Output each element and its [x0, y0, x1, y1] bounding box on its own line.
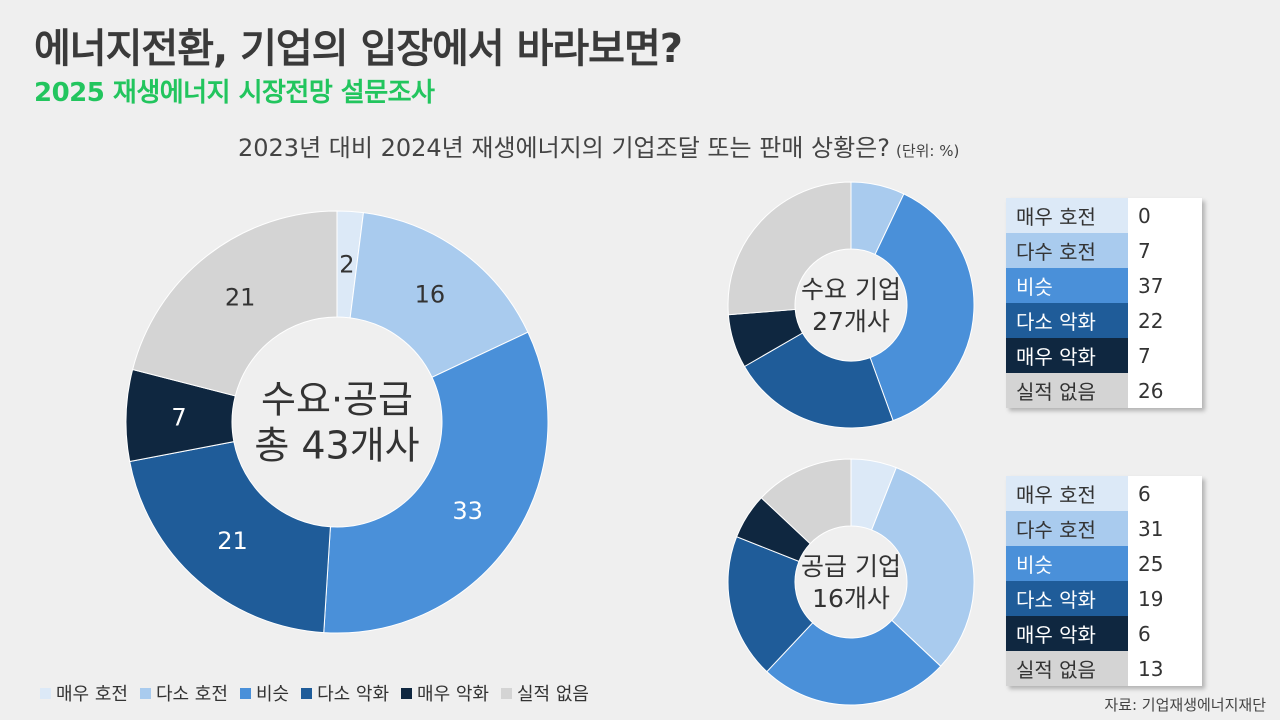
center-label-0: 수요·공급: [261, 377, 413, 421]
row-label: 비슷: [1006, 546, 1128, 581]
row-value: 25: [1128, 546, 1202, 581]
slice-label-2: 33: [452, 497, 483, 525]
legend-label: 매우 호전: [56, 684, 128, 705]
row-label: 매우 악화: [1006, 338, 1128, 373]
table-row: 비슷 37: [1006, 268, 1202, 303]
table-row: 실적 없음 13: [1006, 651, 1202, 686]
row-value: 6: [1128, 476, 1202, 511]
row-label: 비슷: [1006, 268, 1128, 303]
row-value: 6: [1128, 616, 1202, 651]
slice-3: [727, 536, 814, 673]
row-value: 0: [1128, 198, 1202, 233]
page-subtitle: 2025 재생에너지 시장전망 설문조사: [34, 78, 435, 108]
table-row: 비슷 25: [1006, 546, 1202, 581]
table-row: 매우 호전 6: [1006, 476, 1202, 511]
row-label: 다수 호전: [1006, 511, 1128, 546]
chart-question: 2023년 대비 2024년 재생에너지의 기업조달 또는 판매 상황은? (단위…: [238, 128, 959, 163]
unit-label: (단위: %): [895, 142, 960, 160]
row-value: 22: [1128, 303, 1202, 338]
slice-5: [760, 458, 852, 545]
table-row: 다수 호전 31: [1006, 511, 1202, 546]
slice-label-0: 2: [339, 251, 354, 279]
source-note: 자료: 기업재생에너지재단: [1104, 696, 1266, 714]
legend-label: 매우 악화: [417, 684, 489, 705]
row-label: 매우 악화: [1006, 616, 1128, 651]
center-label-1: 16개사: [812, 584, 890, 613]
slice-5: [132, 210, 338, 397]
table-row: 매우 악화 7: [1006, 338, 1202, 373]
row-label: 매우 호전: [1006, 198, 1128, 233]
donut-chart-0: 2 16 33 21 7 21 수요·공급총 43개사: [125, 210, 549, 634]
legend-item: 실적 없음: [501, 680, 589, 706]
legend-item: 다소 호전: [139, 680, 228, 706]
legend-swatch: [501, 687, 512, 699]
page-title: 에너지전환, 기업의 입장에서 바라보면?: [34, 26, 683, 72]
table-row: 매우 악화 6: [1006, 616, 1202, 651]
legend-item: 다소 악화: [301, 680, 389, 706]
row-value: 13: [1128, 651, 1202, 686]
legend-item: 매우 악화: [401, 680, 489, 706]
table-row: 실적 없음 26: [1006, 373, 1202, 408]
row-label: 다수 호전: [1006, 233, 1128, 268]
legend-label: 다소 호전: [155, 684, 228, 705]
row-value: 26: [1128, 373, 1202, 408]
row-value: 37: [1128, 268, 1202, 303]
row-value: 7: [1128, 233, 1202, 268]
question-text: 2023년 대비 2024년 재생에너지의 기업조달 또는 판매 상황은?: [238, 134, 890, 162]
legend-label: 실적 없음: [517, 684, 589, 705]
slice-3: [743, 332, 894, 429]
slice-3: [129, 441, 331, 634]
center-label-1: 총 43개사: [254, 423, 419, 467]
slice-label-5: 21: [225, 284, 256, 312]
center-label-0: 수요 기업: [801, 275, 901, 304]
table-row: 다소 악화 22: [1006, 303, 1202, 338]
table-row: 다수 호전 7: [1006, 233, 1202, 268]
slice-label-4: 7: [171, 403, 186, 431]
demand-table: 매우 호전 0 다수 호전 7 비슷 37 다소 악화 22 매우 악화 7 실적 없음 26: [1006, 198, 1202, 408]
center-label-0: 공급 기업: [801, 552, 901, 581]
row-value: 31: [1128, 511, 1202, 546]
slice-1: [349, 212, 529, 378]
legend-label: 비슷: [255, 684, 290, 705]
chart-legend: 매우 호전 다소 호전 비슷 다소 악화 매우 악화 실적 없음: [40, 680, 589, 706]
table-row: 매우 호전 0: [1006, 198, 1202, 233]
row-label: 실적 없음: [1006, 651, 1128, 686]
slice-2: [766, 619, 942, 706]
legend-item: 매우 호전: [40, 680, 128, 706]
legend-item: 비슷: [239, 680, 290, 706]
table-row: 다소 악화 19: [1006, 581, 1202, 616]
legend-swatch: [239, 687, 251, 699]
row-label: 실적 없음: [1006, 373, 1128, 408]
slice-2: [869, 193, 975, 422]
slice-2: [323, 331, 549, 634]
row-value: 7: [1128, 338, 1202, 373]
row-value: 19: [1128, 581, 1202, 616]
center-label-1: 27개사: [812, 307, 890, 336]
slice-label-1: 16: [415, 281, 446, 309]
legend-swatch: [401, 687, 413, 699]
slice-1: [870, 466, 975, 667]
donut-chart-2: 공급 기업 16개사: [727, 458, 975, 706]
slice-label-3: 21: [217, 527, 248, 555]
legend-swatch: [40, 687, 51, 699]
legend-swatch: [301, 687, 313, 699]
slice-5: [727, 181, 852, 316]
donut-chart-1: 수요 기업 27개사: [727, 181, 975, 429]
row-label: 매우 호전: [1006, 476, 1128, 511]
row-label: 다소 악화: [1006, 581, 1128, 616]
legend-swatch: [139, 687, 151, 699]
supply-table: 매우 호전 6 다수 호전 31 비슷 25 다소 악화 19 매우 악화 6 실적 없음 13: [1006, 476, 1202, 686]
row-label: 다소 악화: [1006, 303, 1128, 338]
legend-label: 다소 악화: [317, 684, 390, 705]
